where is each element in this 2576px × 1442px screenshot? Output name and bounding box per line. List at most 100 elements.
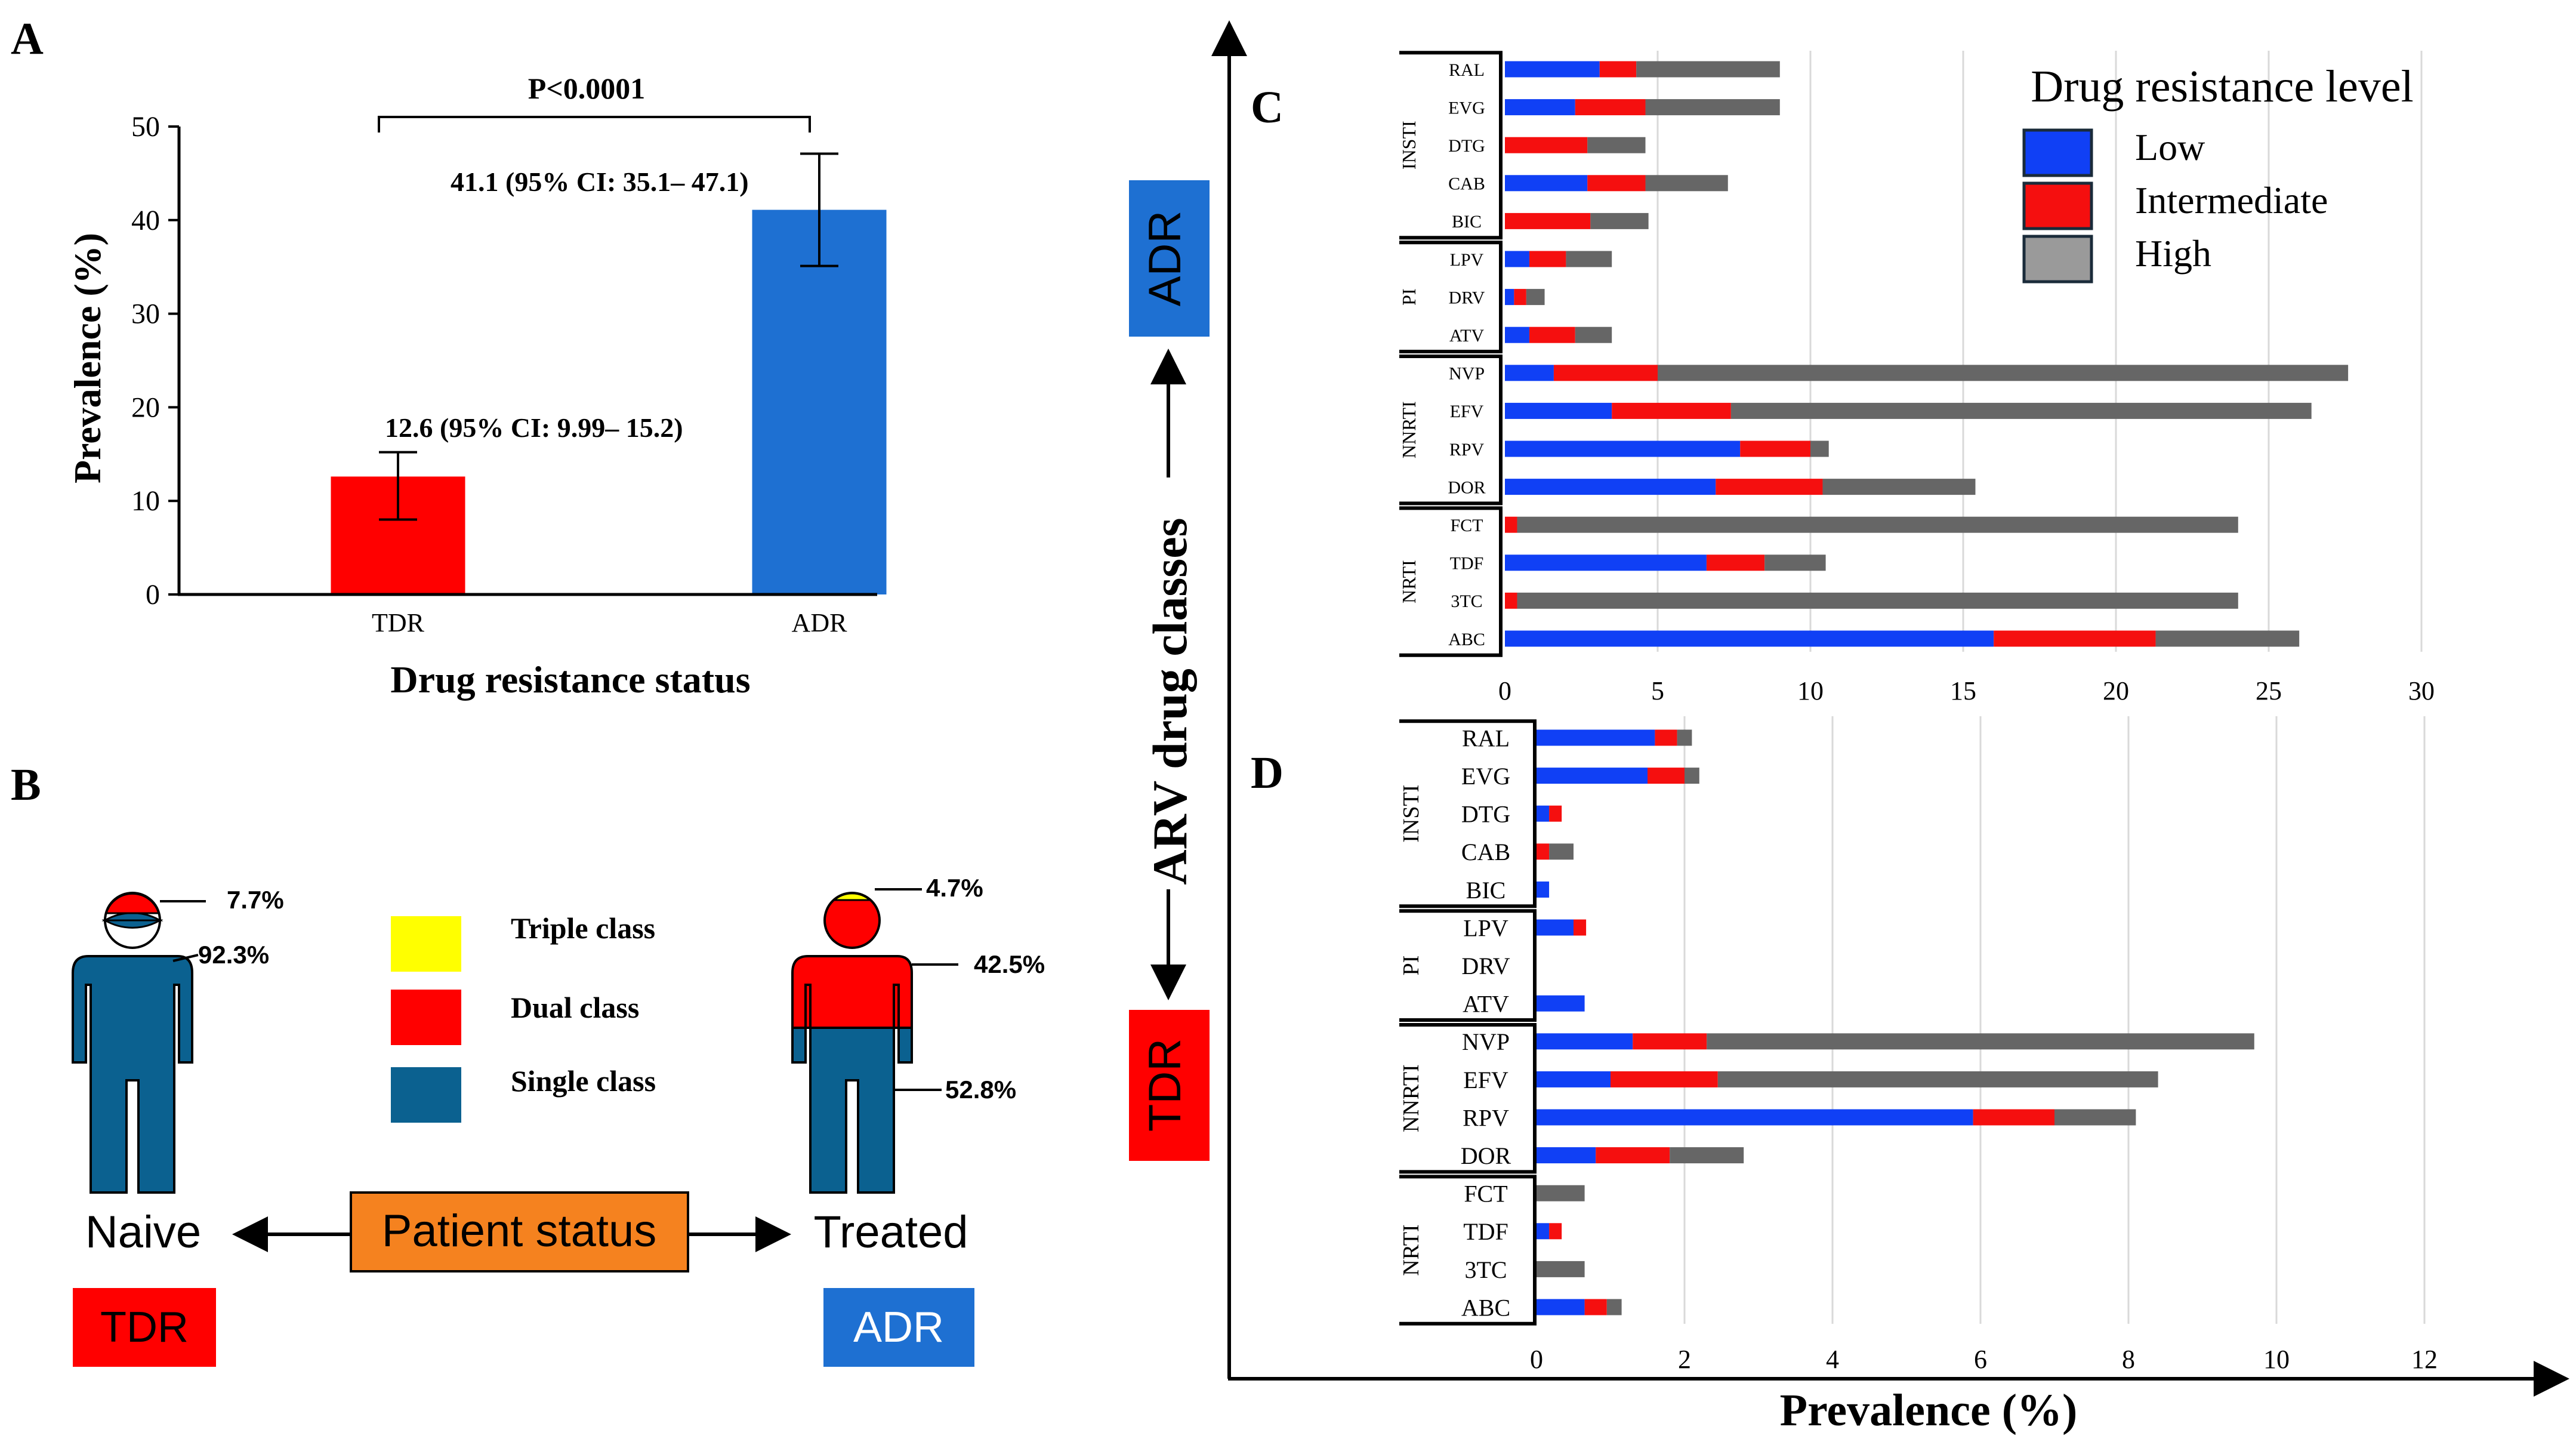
panel-a-x-label: Drug resistance status: [390, 658, 750, 701]
d-bar-efv-intermediate: [1611, 1071, 1718, 1087]
c-category-label-cab: CAB: [1448, 174, 1485, 194]
adr-side-badge-label: ADR: [1140, 211, 1190, 306]
c-bar-ral-low: [1505, 61, 1600, 78]
d-bar-rpv-intermediate: [1973, 1109, 2054, 1126]
panel-a-y-tick-label-20: 20: [131, 392, 160, 423]
cd-x-label: Prevalence (%): [1780, 1385, 2078, 1435]
c-bar-bic-intermediate: [1505, 212, 1591, 229]
d-bar-nvp-intermediate: [1633, 1033, 1707, 1050]
panel-a-y-label: Prevalence (%): [66, 233, 109, 483]
legend-swatch-single: [391, 1067, 461, 1123]
c-bar-ral-high: [1636, 61, 1780, 78]
c-bar-evg-intermediate: [1575, 99, 1646, 116]
c-category-label-bic: BIC: [1452, 212, 1482, 232]
c-bar-abc-intermediate: [1994, 630, 2156, 647]
c-bar-tdf-intermediate: [1706, 554, 1765, 571]
d-group-label-insti: INSTI: [1399, 785, 1424, 843]
d-category-label-drv: DRV: [1461, 953, 1510, 979]
panel-d-letter: D: [1251, 748, 1284, 798]
c-category-label-nvp: NVP: [1449, 364, 1485, 384]
treated-body-dual-segment: [792, 956, 912, 1028]
c-category-label-tdf: TDF: [1450, 554, 1484, 574]
panel-d-group-brackets: INSTI PI NNRTI NRTI: [1399, 719, 1537, 1326]
c-bar-cab-intermediate: [1587, 175, 1646, 192]
d-bar-nvp-high: [1707, 1033, 2254, 1050]
d-group-bracket-pi: [1399, 909, 1537, 1022]
panel-a-category-tdr: TDR: [372, 608, 425, 637]
panel-a-y-tick-label-10: 10: [131, 485, 160, 517]
legend-swatch-dual: [391, 990, 461, 1045]
c-bar-evg-high: [1645, 99, 1780, 116]
d-bar-nvp-low: [1537, 1033, 1633, 1050]
panel-a-bar-adr: [752, 209, 887, 594]
d-x-tick-label-8: 8: [2122, 1345, 2135, 1374]
d-bar-ral-intermediate: [1655, 729, 1677, 746]
c-category-label-abc: ABC: [1448, 630, 1485, 649]
naive-body: [72, 955, 193, 1194]
panel-a-y-ticks: 0 10 20 30 40 50: [131, 111, 179, 611]
d-category-label-efv: EFV: [1463, 1067, 1508, 1093]
c-category-label-rpv: RPV: [1449, 440, 1485, 460]
panel-a-bars: [331, 152, 887, 594]
panel-b-legend: Triple class Dual class Single class: [391, 911, 656, 1123]
adr-badge: [823, 1288, 974, 1367]
d-bar-evg-intermediate: [1648, 768, 1685, 784]
c-bar-dor-intermediate: [1716, 479, 1823, 495]
c-bar-efv-intermediate: [1612, 402, 1731, 419]
treated-body-single-segment: [792, 1028, 912, 1193]
c-bar-atv-intermediate: [1529, 326, 1575, 343]
adr-side-badge: [1129, 180, 1210, 337]
drug-resistance-legend: Drug resistance level Low Intermediate H…: [2022, 61, 2414, 284]
c-category-label-atv: ATV: [1449, 326, 1485, 346]
d-group-label-pi: PI: [1399, 956, 1424, 976]
d-group-bracket-nnrti: [1399, 1023, 1537, 1174]
treated-person-figure: 4.7% 42.5% 52.8%: [791, 874, 1045, 1194]
panel-a-y-tick-label-50: 50: [131, 111, 160, 143]
significance-label: P<0.0001: [528, 72, 646, 105]
d-x-tick-label-10: 10: [2263, 1345, 2290, 1374]
c-bar-abc-low: [1505, 630, 1994, 647]
c-x-tick-label-10: 10: [1797, 676, 1824, 705]
d-bar-cab-high: [1549, 843, 1574, 860]
c-category-label-3tc: 3TC: [1451, 591, 1482, 611]
naive-person-figure: 7.7% 92.3%: [72, 886, 284, 1194]
panel-d-category-labels: RAL EVG DTG CAB BIC LPV DRV ATV NVP EFV RPV DOR FCT T…: [1461, 725, 1511, 1321]
c-group-bracket-nrti: [1399, 506, 1503, 657]
c-category-label-ral: RAL: [1449, 60, 1485, 80]
naive-head-dual-segment: [104, 893, 161, 914]
panel-c-group-brackets: INSTI PI NNRTI NRTI: [1398, 51, 1503, 657]
c-bar-efv-low: [1505, 402, 1612, 419]
panel-a-value-label-tdr: 12.6 (95% CI: 9.99– 15.2): [385, 412, 683, 443]
adr-badge-label: ADR: [853, 1304, 944, 1351]
panel-a-letter: A: [11, 14, 44, 64]
c-x-tick-label-0: 0: [1498, 676, 1511, 705]
d-x-tick-label-6: 6: [1974, 1345, 1987, 1374]
treated-body-outline: [791, 955, 913, 1194]
d-category-label-fct: FCT: [1464, 1181, 1507, 1207]
treated-triple-percent: 4.7%: [926, 874, 983, 902]
c-bar-abc-high: [2155, 630, 2300, 647]
panel-a-y-tick-label-30: 30: [131, 298, 160, 330]
panel-a: A 0 10 20 30 40 50 TDR ADR Drug resistance st…: [11, 14, 887, 701]
c-bar-evg-low: [1505, 99, 1575, 116]
panel-b: B 7.7% 92.3% 4.7% 42.5% 52.8%: [11, 760, 1045, 1367]
c-category-label-efv: EFV: [1450, 402, 1484, 421]
panel-c-bars: [1505, 61, 2349, 647]
c-bar-cab-high: [1645, 175, 1728, 192]
c-bar-lpv-high: [1566, 251, 1612, 267]
d-group-bracket-insti: [1399, 719, 1537, 908]
panel-a-y-tick-label-0: 0: [146, 579, 160, 611]
tdr-badge: [73, 1288, 216, 1367]
c-x-tick-label-30: 30: [2408, 676, 2435, 705]
c-group-label-pi: PI: [1398, 288, 1420, 305]
d-bar-rpv-low: [1537, 1109, 1973, 1126]
c-bar-dor-high: [1822, 479, 1976, 495]
d-bar-dtg-intermediate: [1549, 805, 1562, 822]
patient-status-label: Patient status: [382, 1206, 657, 1256]
c-group-bracket-pi: [1399, 241, 1503, 353]
c-bar-dor-low: [1505, 479, 1716, 495]
c-group-bracket-nnrti: [1399, 355, 1503, 506]
treated-label: Treated: [813, 1207, 968, 1258]
naive-head: [104, 892, 161, 949]
d-category-label-tdf: TDF: [1463, 1218, 1508, 1245]
